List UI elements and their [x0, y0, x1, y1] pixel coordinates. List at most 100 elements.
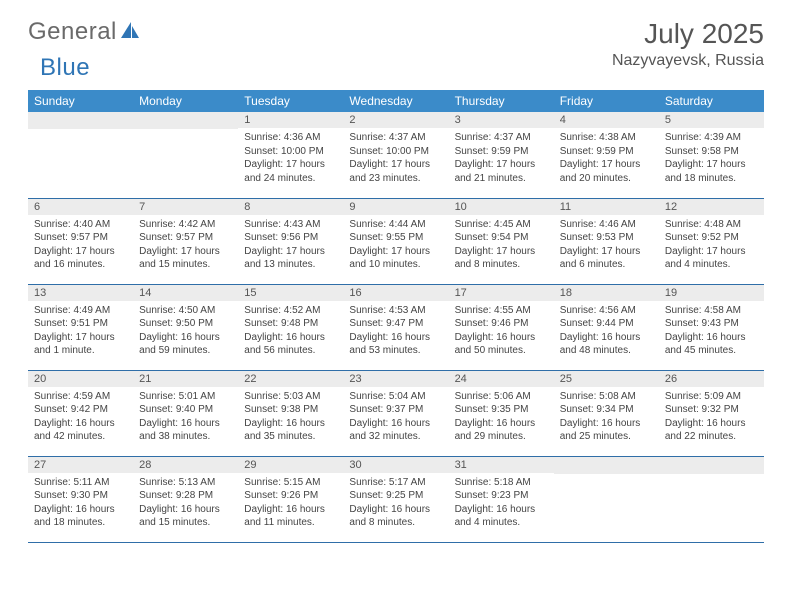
- sunrise-text: Sunrise: 4:45 AM: [455, 218, 548, 232]
- daylight-text: Daylight: 16 hours and 48 minutes.: [560, 331, 653, 358]
- sunrise-text: Sunrise: 4:39 AM: [665, 131, 758, 145]
- weekday-header: Thursday: [449, 90, 554, 112]
- day-number: 19: [659, 285, 764, 301]
- sunset-text: Sunset: 9:25 PM: [349, 489, 442, 503]
- calendar-day-cell: 21Sunrise: 5:01 AMSunset: 9:40 PMDayligh…: [133, 370, 238, 456]
- day-number: 6: [28, 199, 133, 215]
- daylight-text: Daylight: 16 hours and 35 minutes.: [244, 417, 337, 444]
- day-details: Sunrise: 4:52 AMSunset: 9:48 PMDaylight:…: [238, 301, 343, 362]
- daylight-text: Daylight: 17 hours and 10 minutes.: [349, 245, 442, 272]
- sunrise-text: Sunrise: 5:06 AM: [455, 390, 548, 404]
- weekday-header: Tuesday: [238, 90, 343, 112]
- logo: General: [28, 18, 143, 46]
- day-number: 13: [28, 285, 133, 301]
- sunset-text: Sunset: 9:50 PM: [139, 317, 232, 331]
- day-details: Sunrise: 4:37 AMSunset: 9:59 PMDaylight:…: [449, 128, 554, 189]
- day-number: 25: [554, 371, 659, 387]
- calendar-day-cell: 25Sunrise: 5:08 AMSunset: 9:34 PMDayligh…: [554, 370, 659, 456]
- day-details: Sunrise: 4:44 AMSunset: 9:55 PMDaylight:…: [343, 215, 448, 276]
- sunset-text: Sunset: 9:59 PM: [560, 145, 653, 159]
- day-details: Sunrise: 4:42 AMSunset: 9:57 PMDaylight:…: [133, 215, 238, 276]
- calendar-day-cell: [659, 456, 764, 542]
- day-number: 31: [449, 457, 554, 473]
- daylight-text: Daylight: 16 hours and 50 minutes.: [455, 331, 548, 358]
- day-number: [659, 457, 764, 474]
- sunset-text: Sunset: 9:53 PM: [560, 231, 653, 245]
- calendar-week-row: 27Sunrise: 5:11 AMSunset: 9:30 PMDayligh…: [28, 456, 764, 542]
- sunset-text: Sunset: 9:34 PM: [560, 403, 653, 417]
- daylight-text: Daylight: 17 hours and 15 minutes.: [139, 245, 232, 272]
- daylight-text: Daylight: 16 hours and 11 minutes.: [244, 503, 337, 530]
- day-number: 8: [238, 199, 343, 215]
- day-details: Sunrise: 4:46 AMSunset: 9:53 PMDaylight:…: [554, 215, 659, 276]
- day-details: Sunrise: 5:17 AMSunset: 9:25 PMDaylight:…: [343, 473, 448, 534]
- sunset-text: Sunset: 9:30 PM: [34, 489, 127, 503]
- daylight-text: Daylight: 16 hours and 18 minutes.: [34, 503, 127, 530]
- sunset-text: Sunset: 10:00 PM: [244, 145, 337, 159]
- daylight-text: Daylight: 17 hours and 20 minutes.: [560, 158, 653, 185]
- day-number: 9: [343, 199, 448, 215]
- day-details: Sunrise: 4:39 AMSunset: 9:58 PMDaylight:…: [659, 128, 764, 189]
- sunset-text: Sunset: 9:57 PM: [34, 231, 127, 245]
- daylight-text: Daylight: 17 hours and 6 minutes.: [560, 245, 653, 272]
- day-details: Sunrise: 5:09 AMSunset: 9:32 PMDaylight:…: [659, 387, 764, 448]
- daylight-text: Daylight: 17 hours and 13 minutes.: [244, 245, 337, 272]
- weekday-header: Saturday: [659, 90, 764, 112]
- daylight-text: Daylight: 17 hours and 23 minutes.: [349, 158, 442, 185]
- day-details: Sunrise: 4:50 AMSunset: 9:50 PMDaylight:…: [133, 301, 238, 362]
- sunrise-text: Sunrise: 5:04 AM: [349, 390, 442, 404]
- calendar-day-cell: 26Sunrise: 5:09 AMSunset: 9:32 PMDayligh…: [659, 370, 764, 456]
- day-details: Sunrise: 5:08 AMSunset: 9:34 PMDaylight:…: [554, 387, 659, 448]
- day-number: 28: [133, 457, 238, 473]
- sunrise-text: Sunrise: 4:55 AM: [455, 304, 548, 318]
- day-number: 10: [449, 199, 554, 215]
- calendar-day-cell: 17Sunrise: 4:55 AMSunset: 9:46 PMDayligh…: [449, 284, 554, 370]
- calendar-day-cell: 4Sunrise: 4:38 AMSunset: 9:59 PMDaylight…: [554, 112, 659, 198]
- month-title: July 2025: [612, 18, 764, 50]
- calendar-day-cell: 23Sunrise: 5:04 AMSunset: 9:37 PMDayligh…: [343, 370, 448, 456]
- calendar-day-cell: 27Sunrise: 5:11 AMSunset: 9:30 PMDayligh…: [28, 456, 133, 542]
- day-details: Sunrise: 4:37 AMSunset: 10:00 PMDaylight…: [343, 128, 448, 189]
- calendar-week-row: 6Sunrise: 4:40 AMSunset: 9:57 PMDaylight…: [28, 198, 764, 284]
- calendar-day-cell: 14Sunrise: 4:50 AMSunset: 9:50 PMDayligh…: [133, 284, 238, 370]
- daylight-text: Daylight: 16 hours and 22 minutes.: [665, 417, 758, 444]
- sunset-text: Sunset: 9:44 PM: [560, 317, 653, 331]
- day-number: 14: [133, 285, 238, 301]
- day-number: [28, 112, 133, 129]
- daylight-text: Daylight: 16 hours and 29 minutes.: [455, 417, 548, 444]
- calendar-day-cell: 24Sunrise: 5:06 AMSunset: 9:35 PMDayligh…: [449, 370, 554, 456]
- calendar-day-cell: 5Sunrise: 4:39 AMSunset: 9:58 PMDaylight…: [659, 112, 764, 198]
- weekday-header: Friday: [554, 90, 659, 112]
- day-details: Sunrise: 4:45 AMSunset: 9:54 PMDaylight:…: [449, 215, 554, 276]
- day-details: Sunrise: 4:38 AMSunset: 9:59 PMDaylight:…: [554, 128, 659, 189]
- daylight-text: Daylight: 16 hours and 25 minutes.: [560, 417, 653, 444]
- sunrise-text: Sunrise: 4:46 AM: [560, 218, 653, 232]
- weekday-header: Wednesday: [343, 90, 448, 112]
- day-details: Sunrise: 5:01 AMSunset: 9:40 PMDaylight:…: [133, 387, 238, 448]
- day-number: 11: [554, 199, 659, 215]
- calendar-day-cell: 6Sunrise: 4:40 AMSunset: 9:57 PMDaylight…: [28, 198, 133, 284]
- calendar-day-cell: 8 Sunrise: 4:43 AMSunset: 9:56 PMDaylight…: [238, 198, 343, 284]
- sunrise-text: Sunrise: 4:53 AM: [349, 304, 442, 318]
- sunrise-text: Sunrise: 5:09 AM: [665, 390, 758, 404]
- sunset-text: Sunset: 9:57 PM: [139, 231, 232, 245]
- calendar-day-cell: [133, 112, 238, 198]
- sunset-text: Sunset: 9:54 PM: [455, 231, 548, 245]
- day-details: Sunrise: 4:49 AMSunset: 9:51 PMDaylight:…: [28, 301, 133, 362]
- sunrise-text: Sunrise: 4:36 AM: [244, 131, 337, 145]
- calendar-day-cell: 30Sunrise: 5:17 AMSunset: 9:25 PMDayligh…: [343, 456, 448, 542]
- day-number: 7: [133, 199, 238, 215]
- sunrise-text: Sunrise: 4:58 AM: [665, 304, 758, 318]
- day-number: [133, 112, 238, 129]
- day-number: 27: [28, 457, 133, 473]
- weekday-header-row: Sunday Monday Tuesday Wednesday Thursday…: [28, 90, 764, 112]
- day-details: Sunrise: 4:36 AMSunset: 10:00 PMDaylight…: [238, 128, 343, 189]
- daylight-text: Daylight: 16 hours and 53 minutes.: [349, 331, 442, 358]
- sunrise-text: Sunrise: 4:42 AM: [139, 218, 232, 232]
- weekday-header: Monday: [133, 90, 238, 112]
- sunset-text: Sunset: 9:38 PM: [244, 403, 337, 417]
- daylight-text: Daylight: 16 hours and 59 minutes.: [139, 331, 232, 358]
- sunset-text: Sunset: 9:56 PM: [244, 231, 337, 245]
- sunrise-text: Sunrise: 4:43 AM: [244, 218, 337, 232]
- sunrise-text: Sunrise: 4:37 AM: [455, 131, 548, 145]
